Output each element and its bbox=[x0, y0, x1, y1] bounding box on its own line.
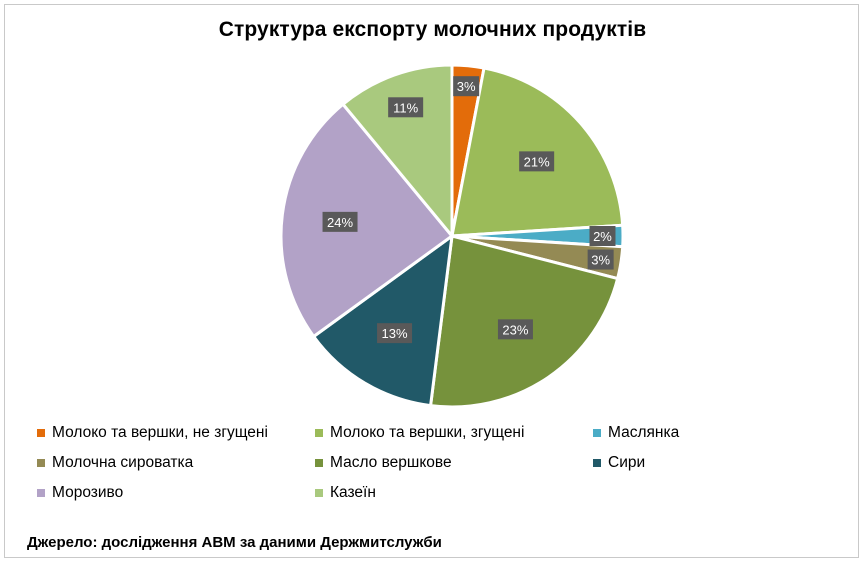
data-label: 13% bbox=[377, 323, 413, 344]
data-label-box bbox=[587, 249, 614, 270]
data-label-box bbox=[377, 323, 413, 344]
legend-item: Молоко та вершки, не згущені bbox=[37, 424, 268, 442]
data-label: 23% bbox=[497, 319, 533, 340]
legend-swatch bbox=[315, 459, 323, 467]
data-label: 21% bbox=[519, 151, 555, 172]
data-label: 2% bbox=[589, 226, 616, 246]
legend-item: Маслянка bbox=[593, 424, 679, 442]
data-label: 24% bbox=[322, 211, 358, 232]
legend-item: Казеїн bbox=[315, 484, 376, 502]
data-label: 3% bbox=[587, 249, 614, 270]
legend-label: Казеїн bbox=[330, 484, 376, 501]
data-label: 11% bbox=[388, 97, 424, 118]
data-label-text: 23% bbox=[502, 322, 528, 337]
legend-swatch bbox=[593, 459, 601, 467]
source-note: Джерело: дослідження АВМ за даними Держм… bbox=[27, 534, 442, 551]
legend-item: Молочна сироватка bbox=[37, 454, 193, 472]
data-label-text: 11% bbox=[393, 100, 418, 115]
pie-slice bbox=[312, 234, 454, 408]
data-label-box bbox=[322, 211, 358, 232]
legend-label: Морозиво bbox=[52, 484, 124, 501]
legend-swatch bbox=[593, 429, 601, 437]
legend-label: Молочна сироватка bbox=[52, 454, 194, 471]
data-label-text: 24% bbox=[327, 215, 353, 230]
data-label-text: 3% bbox=[457, 79, 476, 94]
legend-swatch bbox=[37, 489, 45, 497]
legend-swatch bbox=[315, 429, 323, 437]
pie-slice bbox=[341, 63, 454, 238]
data-label-box bbox=[519, 151, 555, 172]
legend-swatch bbox=[315, 489, 323, 497]
pie-slices bbox=[279, 63, 625, 409]
legend-swatch bbox=[37, 429, 45, 437]
legend-label: Молоко та вершки, не згущені bbox=[52, 424, 268, 441]
chart-title: Структура експорту молочних продуктів bbox=[218, 18, 647, 41]
pie-slice bbox=[279, 102, 454, 339]
data-label-text: 2% bbox=[593, 229, 612, 244]
data-label-box bbox=[453, 76, 480, 97]
legend-label: Сири bbox=[608, 454, 646, 471]
legend-label: Маслянка bbox=[608, 424, 680, 441]
data-label-text: 13% bbox=[382, 326, 408, 341]
data-label-box bbox=[388, 97, 424, 118]
legend-swatch bbox=[37, 459, 45, 467]
legend-label: Масло вершкове bbox=[330, 454, 452, 471]
legend-label: Молоко та вершки, згущені bbox=[330, 424, 525, 441]
data-label-box bbox=[497, 319, 533, 340]
legend-item: Морозиво bbox=[37, 484, 123, 502]
pie-chart: 3% 21% 2% 3% 23% 13% 24% 11% bbox=[279, 63, 625, 409]
data-label-text: 21% bbox=[524, 154, 550, 169]
pie-data-labels: 3% 21% 2% 3% 23% 13% 24% 11% bbox=[322, 76, 616, 344]
data-label-text: 3% bbox=[591, 253, 610, 268]
legend-item: Сири bbox=[593, 454, 645, 472]
data-label: 3% bbox=[453, 76, 480, 97]
legend-item: Молоко та вершки, згущені bbox=[315, 424, 524, 442]
legend-item: Масло вершкове bbox=[315, 454, 452, 472]
data-label-box bbox=[589, 226, 616, 246]
